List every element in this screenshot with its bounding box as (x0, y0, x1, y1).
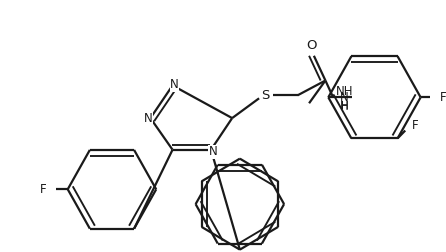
Text: F: F (40, 183, 46, 196)
Text: NH
H: NH H (336, 85, 353, 113)
Text: F: F (412, 119, 419, 132)
Text: H: H (341, 101, 348, 111)
Text: N: N (340, 91, 349, 104)
Text: F: F (440, 91, 446, 104)
Text: S: S (260, 89, 269, 102)
Text: O: O (307, 39, 317, 52)
Text: N: N (170, 78, 179, 91)
Text: N: N (144, 112, 153, 124)
Text: N: N (209, 145, 217, 158)
